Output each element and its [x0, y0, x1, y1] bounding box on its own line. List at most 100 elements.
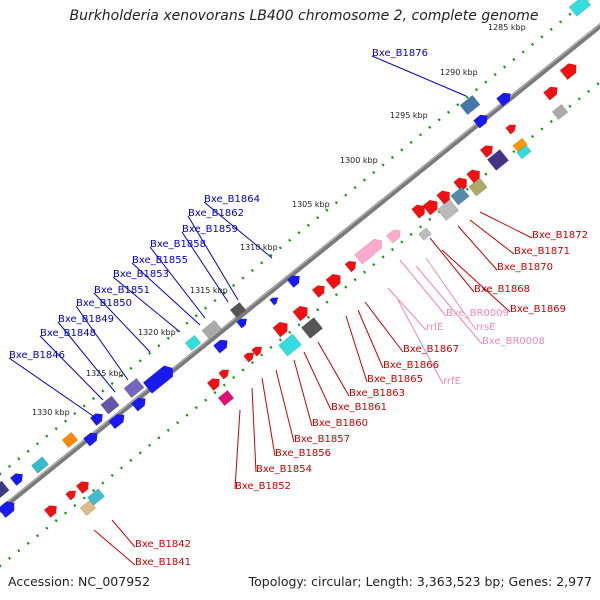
gene-block[interactable]: [459, 94, 481, 116]
gene-block[interactable]: [0, 480, 10, 500]
gene-arrow[interactable]: [543, 84, 560, 101]
gene-arrow[interactable]: [43, 502, 60, 519]
gene-arrow[interactable]: [75, 478, 92, 495]
gene-label[interactable]: rrfE: [443, 376, 461, 387]
gene-label[interactable]: Bxe_B1855: [132, 255, 188, 266]
gene-block[interactable]: [301, 317, 323, 339]
gene-label[interactable]: Bxe_B1876: [372, 48, 428, 59]
gene-label[interactable]: Bxe_B1853: [113, 269, 169, 280]
gene-label[interactable]: Bxe_B1854: [256, 464, 312, 475]
gene-arrow[interactable]: [269, 295, 281, 306]
gene-block[interactable]: [468, 177, 488, 197]
gene-label[interactable]: Bxe_B1861: [331, 402, 387, 413]
gene-arrow[interactable]: [131, 395, 148, 412]
gene-block[interactable]: [516, 144, 532, 160]
gene-label[interactable]: Bxe_B1871: [514, 246, 570, 257]
gene-arrow[interactable]: [286, 272, 303, 289]
gene-block[interactable]: [437, 199, 459, 221]
gene-label[interactable]: Bxe_B1841: [135, 557, 191, 568]
gene-label[interactable]: Bxe_B1858: [150, 239, 206, 250]
gene-label[interactable]: Bxe_B1862: [188, 208, 244, 219]
gene-arrow[interactable]: [218, 367, 232, 380]
gene-label[interactable]: rrsE: [476, 322, 496, 333]
gene-arrow[interactable]: [272, 319, 291, 338]
gene-labels: Bxe_B1876 Bxe_B1864 Bxe_B1862 Bxe_B1859 Bxe_…: [9, 48, 588, 568]
gene-arrow[interactable]: [505, 122, 519, 135]
gene-arrow[interactable]: [436, 188, 454, 205]
gene-block[interactable]: [100, 395, 120, 415]
gene-label[interactable]: Bxe_B1859: [182, 224, 238, 235]
gene-label[interactable]: Bxe_B1846: [9, 350, 65, 361]
gene-block[interactable]: [123, 377, 145, 399]
gene-arrow[interactable]: [559, 60, 580, 81]
gene-arrow[interactable]: [65, 488, 79, 501]
gene-arrow[interactable]: [496, 90, 513, 107]
gene-arrow[interactable]: [83, 430, 100, 447]
gene-label[interactable]: Bxe_B1851: [94, 285, 150, 296]
gene-block[interactable]: [87, 488, 105, 506]
gene-arrow[interactable]: [311, 282, 328, 299]
gene-block[interactable]: [418, 227, 432, 241]
gene-arrow[interactable]: [108, 411, 128, 430]
gene-label[interactable]: Bxe_B1856: [275, 448, 331, 459]
gene-label[interactable]: Bxe_B1852: [235, 481, 291, 492]
gene-block[interactable]: [61, 431, 79, 449]
gene-arrow[interactable]: [473, 112, 490, 129]
gene-arrow[interactable]: [422, 197, 441, 216]
leader-line: [111, 519, 136, 548]
gene-block[interactable]: [31, 456, 49, 474]
gene-arrow[interactable]: [251, 344, 265, 357]
gene-arrow[interactable]: [325, 271, 344, 290]
gene-arrow[interactable]: [9, 470, 26, 487]
gene-label[interactable]: Bxe_B1849: [58, 314, 114, 325]
gene-arrow[interactable]: [411, 202, 429, 219]
gene-arrow[interactable]: [292, 303, 311, 322]
gene-arrow[interactable]: [0, 498, 18, 519]
gene-label[interactable]: Bxe_B1863: [349, 388, 405, 399]
gene-label[interactable]: Bxe_B1842: [135, 539, 191, 550]
gene-label[interactable]: Bxe_BR0008: [482, 336, 545, 347]
gene-arrow[interactable]: [236, 316, 250, 329]
leader-line: [234, 409, 241, 490]
gene-label[interactable]: rrlE: [426, 322, 443, 333]
gene-label[interactable]: Bxe_B1850: [76, 298, 132, 309]
gene-label[interactable]: Bxe_B1860: [312, 418, 368, 429]
gene-label[interactable]: Bxe_B1864: [204, 194, 260, 205]
leader-line: [469, 219, 515, 255]
gene-label[interactable]: Bxe_B1867: [403, 344, 459, 355]
leader-line: [149, 246, 206, 319]
gene-arrow[interactable]: [142, 363, 177, 394]
gene-block[interactable]: [551, 103, 569, 121]
gene-label[interactable]: Bxe_B1869: [510, 304, 566, 315]
gene-block[interactable]: [184, 334, 202, 352]
gene-arrow[interactable]: [243, 350, 257, 363]
gene-label[interactable]: Bxe_B1865: [367, 374, 423, 385]
leader-line: [261, 377, 276, 457]
gene-block[interactable]: [568, 0, 592, 17]
gene-label[interactable]: Bxe_B1857: [294, 434, 350, 445]
leader-line: [8, 357, 97, 419]
gene-arrow[interactable]: [206, 375, 223, 392]
gene-label[interactable]: Bxe_BR0009: [446, 308, 509, 319]
gene-block[interactable]: [217, 389, 235, 407]
gene-block[interactable]: [79, 499, 97, 517]
gene-label[interactable]: Bxe_B1872: [532, 230, 588, 241]
gene-block[interactable]: [487, 149, 509, 171]
leader-line: [357, 309, 384, 369]
gene-block[interactable]: [229, 301, 247, 319]
gene-arrow[interactable]: [344, 258, 359, 273]
gene-arrow[interactable]: [213, 337, 230, 354]
gene-label[interactable]: Bxe_B1848: [40, 328, 96, 339]
leader-line: [181, 231, 229, 303]
gene-arrow[interactable]: [479, 142, 496, 159]
tick-label: 1290 kbp: [440, 68, 478, 77]
gene-block[interactable]: [450, 186, 470, 206]
gene-block[interactable]: [201, 319, 223, 341]
gene-label[interactable]: Bxe_B1866: [383, 360, 439, 371]
gene-arrow[interactable]: [386, 227, 403, 244]
gene-arrow[interactable]: [354, 236, 386, 265]
gene-label[interactable]: Bxe_B1868: [474, 284, 530, 295]
gene-block[interactable]: [278, 333, 302, 357]
gene-arrow[interactable]: [466, 167, 484, 184]
gene-label[interactable]: Bxe_B1870: [497, 262, 553, 273]
